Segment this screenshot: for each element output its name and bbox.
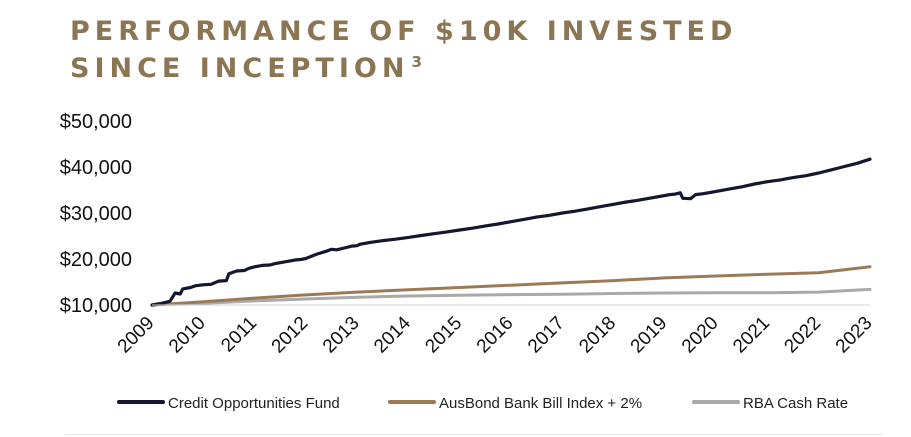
x-tick-label: 2016 xyxy=(473,313,518,358)
series-layer xyxy=(150,157,872,307)
x-tick-label: 2020 xyxy=(678,313,723,358)
series-line xyxy=(150,157,872,307)
x-tick-label: 2015 xyxy=(422,313,467,358)
y-tick-label: $10,000 xyxy=(60,295,132,317)
y-tick-label: $50,000 xyxy=(60,111,132,133)
chart-title: PERFORMANCE OF $10K INVESTED SINCE INCEP… xyxy=(70,16,737,84)
legend-label: AusBond Bank Bill Index + 2% xyxy=(439,395,642,412)
chart-title-line1: PERFORMANCE OF $10K INVESTED xyxy=(70,16,738,47)
x-axis: 2009 2010 2011 2012 2013 2014 2015 2016 2017 2018… xyxy=(114,312,877,357)
x-tick-label: 2019 xyxy=(627,313,672,358)
footnote-marker: 3 xyxy=(411,53,422,71)
legend-label: Credit Opportunities Fund xyxy=(168,395,340,412)
chart-title-line2: SINCE INCEPTION 3 xyxy=(70,47,737,84)
series-line xyxy=(150,265,872,307)
x-tick-label: 2021 xyxy=(729,313,774,358)
x-tick-label: 2022 xyxy=(781,313,826,358)
legend-item: AusBond Bank Bill Index + 2% xyxy=(388,395,642,412)
x-tick-label: 2009 xyxy=(114,313,159,358)
x-tick-label: 2013 xyxy=(319,313,364,358)
legend: Credit Opportunities Fund AusBond Bank Bi… xyxy=(117,395,848,412)
x-tick-label: 2014 xyxy=(370,312,415,357)
x-tick-label: 2011 xyxy=(217,313,261,357)
y-tick-label: $30,000 xyxy=(60,203,132,225)
y-tick-label: $20,000 xyxy=(60,249,132,271)
x-tick-label: 2010 xyxy=(165,313,210,358)
legend-item: RBA Cash Rate xyxy=(692,395,848,412)
bottom-divider xyxy=(65,434,883,435)
x-tick-label: 2017 xyxy=(524,313,569,358)
x-tick-label: 2023 xyxy=(832,313,877,358)
x-tick-label: 2018 xyxy=(575,313,620,358)
y-tick-label: $40,000 xyxy=(60,157,132,179)
x-tick-label: 2012 xyxy=(268,313,313,358)
legend-item: Credit Opportunities Fund xyxy=(117,395,340,412)
chart-title-line2-text: SINCE INCEPTION xyxy=(70,53,410,84)
series-line xyxy=(150,287,872,307)
y-axis: $10,000 $20,000 $30,000 $40,000 $50,000 xyxy=(60,111,132,317)
legend-label: RBA Cash Rate xyxy=(743,395,848,412)
